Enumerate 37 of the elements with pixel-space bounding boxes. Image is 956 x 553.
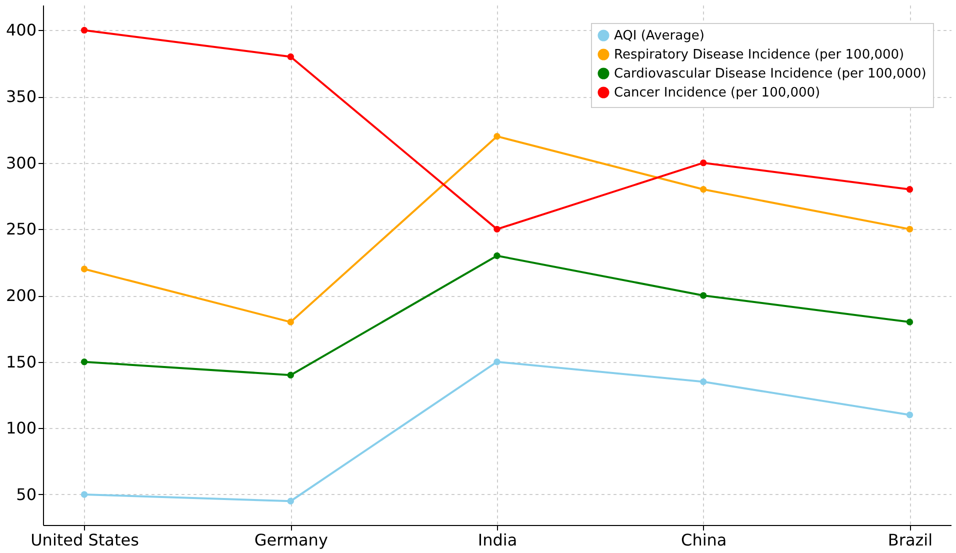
point — [287, 53, 294, 60]
y-tick-label: 150 — [6, 352, 36, 372]
point — [287, 318, 294, 326]
point — [494, 358, 500, 366]
point — [80, 491, 88, 498]
x-tick-label: China — [681, 530, 727, 550]
point — [906, 226, 914, 233]
point — [906, 186, 914, 193]
y-tick-label: 100 — [6, 418, 36, 438]
y-tick-label: 200 — [6, 286, 36, 306]
legend-label: Cardiovascular Disease Incidence (per 100,000) — [614, 66, 926, 82]
point — [80, 26, 88, 34]
legend-label: AQI (Average) — [614, 28, 704, 44]
y-tick-label: 250 — [6, 220, 36, 239]
x-tick-label: India — [478, 530, 518, 550]
y-tick-label: 350 — [6, 87, 36, 106]
point — [494, 132, 500, 140]
point — [80, 266, 88, 272]
x-tick-label: Brazil — [888, 530, 933, 550]
y-tick-label: 50 — [16, 484, 36, 504]
legend-label: Respiratory Disease Incidence (per 100,000) — [614, 48, 904, 62]
x-tick-label: Germany — [254, 530, 328, 550]
legend-label: Cancer Incidence (per 100,000) — [614, 86, 820, 100]
point — [906, 318, 914, 326]
point — [287, 498, 294, 504]
point — [700, 160, 707, 166]
point — [700, 292, 707, 299]
y-tick-label: 300 — [6, 153, 36, 172]
point — [906, 412, 914, 418]
point — [700, 186, 707, 193]
point — [287, 372, 294, 378]
y-tick-label: 400 — [6, 20, 36, 40]
point — [80, 358, 88, 366]
point — [494, 252, 500, 260]
x-tick-label: United States — [30, 530, 139, 550]
point — [494, 226, 500, 233]
point — [700, 378, 707, 386]
